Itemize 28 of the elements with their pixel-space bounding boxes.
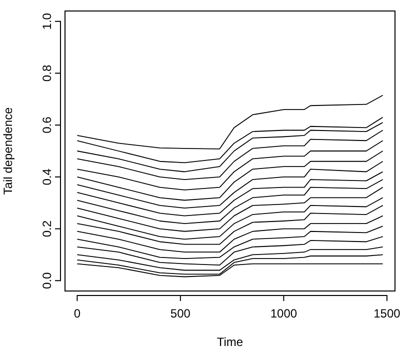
line-series	[76, 116, 384, 164]
line-series	[76, 226, 384, 260]
line-series	[76, 246, 384, 271]
x-tick-label: 1500	[374, 306, 401, 321]
y-tick-label: 0.4	[40, 168, 54, 186]
y-tick-label: 0.2	[40, 220, 54, 238]
line-series	[76, 236, 384, 266]
y-tick-label: 0.6	[40, 116, 54, 134]
line-series	[76, 197, 384, 240]
line-series	[76, 140, 384, 190]
line-series	[76, 204, 384, 245]
y-axis-title: Tail dependence	[1, 106, 15, 195]
x-tick-label: 0	[74, 306, 81, 321]
x-axis-title: Time	[216, 335, 244, 349]
line-series	[76, 186, 384, 232]
line-series	[76, 215, 384, 253]
y-tick-label: 0.0	[40, 272, 54, 289]
line-series	[76, 130, 384, 180]
line-series	[76, 150, 384, 201]
x-tick-label: 1000	[270, 306, 298, 321]
line-series	[76, 179, 384, 224]
y-tick-label: 0.8	[40, 64, 54, 82]
line-series	[76, 94, 384, 150]
x-tick-label: 500	[170, 306, 191, 321]
y-tick-label: 1.0	[40, 12, 54, 30]
line-series	[76, 171, 384, 216]
line-series	[76, 160, 384, 208]
line-series	[76, 122, 384, 172]
